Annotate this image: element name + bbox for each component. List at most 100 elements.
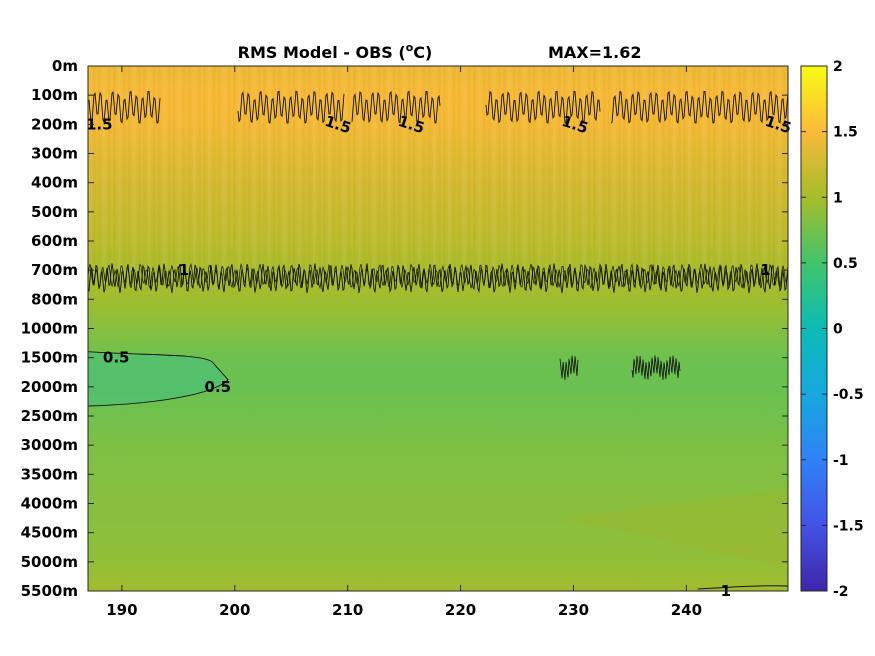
field-streak (368, 66, 371, 271)
field-streak (148, 66, 151, 271)
field-streak (183, 66, 186, 271)
field-streak (723, 66, 726, 271)
field-streak (618, 66, 621, 271)
field-streak (343, 66, 346, 271)
field-streak (663, 66, 666, 271)
field-streak (558, 66, 561, 271)
field-streak (508, 66, 511, 271)
field-streak (543, 66, 546, 271)
colorbar-tick-label: -1 (833, 453, 849, 469)
field-streak (433, 66, 436, 271)
field-streak (248, 66, 251, 271)
field-streak (308, 66, 311, 271)
field-streak (283, 66, 286, 271)
field-streak (473, 66, 476, 271)
colorbar-tick-label: -1.5 (833, 518, 864, 534)
field-streak (313, 66, 316, 271)
field-streak (698, 66, 701, 271)
field-streak (288, 66, 291, 271)
field-streak (638, 66, 641, 271)
field-streak (393, 66, 396, 271)
field-streak (298, 66, 301, 271)
field-streak (688, 66, 691, 271)
field-streak (513, 66, 516, 271)
field-streak (613, 66, 616, 271)
colorbar-tick-label: 1.5 (833, 125, 858, 141)
field-streak (398, 66, 401, 271)
field-streak (498, 66, 501, 271)
field-streak (118, 66, 121, 271)
field-streak (93, 66, 96, 271)
field-streak (208, 66, 211, 271)
field-streak (133, 66, 136, 271)
field-streak (703, 66, 706, 271)
field-streak (693, 66, 696, 271)
field-texture (88, 66, 788, 568)
contour-line-1-0-b (87, 263, 789, 290)
field-streak (228, 66, 231, 271)
field-streak (383, 66, 386, 271)
contour-label: 1.5 (86, 115, 113, 133)
contour-line-bottom (697, 585, 789, 590)
field-streak (758, 66, 761, 271)
x-tick-label: 200 (219, 601, 250, 619)
contour-line-1-5 (610, 90, 789, 124)
field-streak (633, 66, 636, 271)
chart-title: RMS Model - OBS (oC) (238, 41, 433, 62)
field-streak (628, 66, 631, 271)
y-tick-label: 3500m (21, 465, 78, 483)
contour-label: 0.5 (103, 349, 130, 367)
field-streak (413, 66, 416, 271)
contour-line-1-0 (87, 263, 789, 294)
field-streak (318, 66, 321, 271)
y-tick-label: 600m (31, 232, 78, 250)
y-tick-label: 500m (31, 203, 78, 221)
field-streak (448, 66, 451, 271)
field-streak (323, 66, 326, 271)
field-streak (583, 66, 586, 271)
field-streak (733, 66, 736, 271)
y-tick-label: 1500m (21, 349, 78, 367)
field-streak (193, 66, 196, 271)
x-tick-label: 230 (558, 601, 589, 619)
field-streak (588, 66, 591, 271)
field-streak (138, 66, 141, 271)
y-tick-label: 5000m (21, 553, 78, 571)
field-streak (518, 66, 521, 271)
x-tick-label: 190 (106, 601, 137, 619)
field-streak (188, 66, 191, 271)
field-streak (748, 66, 751, 271)
field-streak (643, 66, 646, 271)
field-streak (378, 66, 381, 271)
field-streak (278, 66, 281, 271)
field-streak (768, 66, 771, 271)
field-streak (458, 66, 461, 271)
field-streak (568, 66, 571, 271)
field-streak (123, 66, 126, 271)
field-streak (178, 66, 181, 271)
field-streak (108, 66, 111, 271)
field-streak (673, 66, 676, 271)
field-streak (708, 66, 711, 271)
field-streak (623, 66, 626, 271)
max-label: MAX=1.62 (548, 43, 642, 62)
x-tick-label: 240 (671, 601, 702, 619)
colorbar-tick-label: 1 (833, 190, 843, 206)
field-streak (273, 66, 276, 271)
contour-line-1-5 (351, 90, 441, 124)
contour-lines (87, 90, 789, 590)
field-streak (753, 66, 756, 271)
field-streak (143, 66, 146, 271)
y-tick-label: 4000m (21, 495, 78, 513)
y-tick-label: 200m (31, 115, 78, 133)
y-tick-label: 3000m (21, 436, 78, 454)
field-streak (363, 66, 366, 271)
x-axis-ticks: 190 200 210 220 230 240 (106, 66, 702, 619)
field-streak (328, 66, 331, 271)
field-streak (403, 66, 406, 271)
x-tick-label: 210 (332, 601, 363, 619)
contour-line-1-5 (485, 90, 601, 124)
field-streak (158, 66, 161, 271)
field-streak (258, 66, 261, 271)
